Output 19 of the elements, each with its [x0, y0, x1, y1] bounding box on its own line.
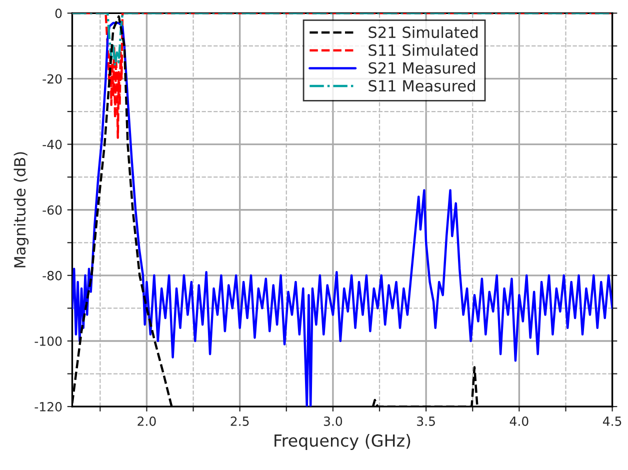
x-axis-title: Frequency (GHz) — [274, 434, 410, 450]
x-tick-label: 4.0 — [510, 416, 528, 426]
legend-label: S21 Simulated — [368, 26, 478, 38]
legend-label: S11 Measured — [368, 80, 475, 92]
x-tick-label: 2.0 — [138, 416, 156, 426]
legend-label: S21 Measured — [368, 62, 475, 74]
y-tick-label: -100 — [34, 336, 62, 346]
y-axis-title: Magnitude (dB) — [14, 152, 29, 268]
y-tick-label: -80 — [42, 270, 62, 280]
y-tick-label: 0 — [55, 8, 62, 18]
x-tick-label: 4.5 — [602, 416, 622, 426]
x-tick-label: 3.0 — [324, 416, 342, 426]
y-tick-label: -120 — [34, 402, 62, 412]
y-tick-label: -20 — [42, 74, 62, 84]
legend-label: S11 Simulated — [368, 44, 478, 56]
x-tick-label: 3.5 — [417, 416, 435, 426]
x-tick-label: 2.5 — [230, 416, 249, 426]
y-tick-label: -60 — [42, 205, 62, 215]
y-tick-label: -40 — [42, 140, 62, 150]
